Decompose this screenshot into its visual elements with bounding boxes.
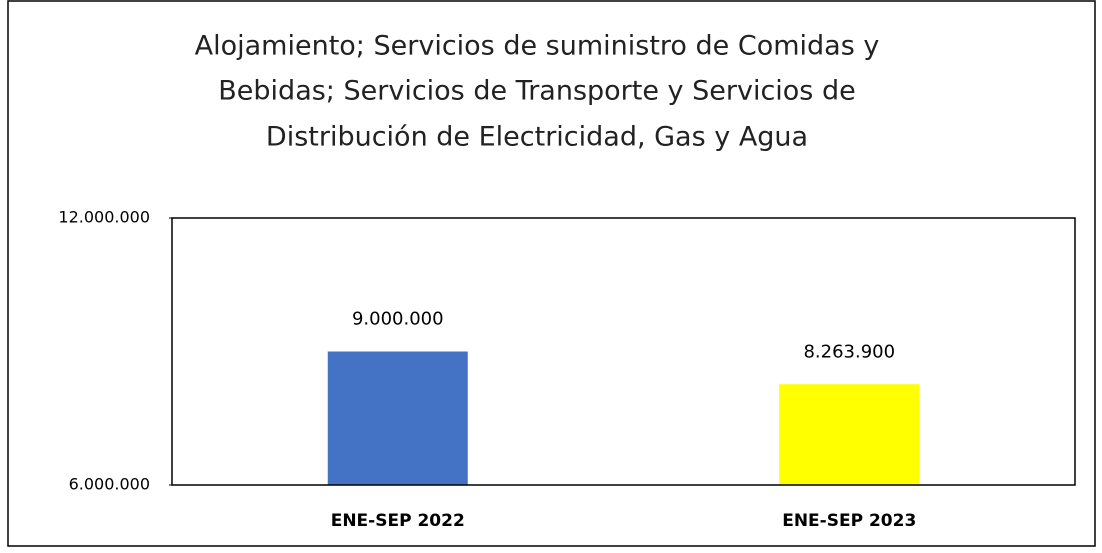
data-label: 9.000.000 — [352, 309, 444, 330]
bar — [779, 384, 920, 485]
x-tick-label: ENE-SEP 2023 — [782, 511, 916, 531]
data-label: 8.263.900 — [803, 341, 895, 362]
bar — [327, 351, 468, 485]
chart-title: Distribución de Electricidad, Gas y Agua — [266, 122, 808, 153]
chart-title: Alojamiento; Servicios de suministro de … — [195, 31, 880, 62]
y-tick-label: 12.000.000 — [58, 208, 150, 227]
y-tick-label: 6.000.000 — [69, 475, 150, 494]
x-tick-label: ENE-SEP 2022 — [331, 511, 465, 531]
chart-title: Bebidas; Servicios de Transporte y Servi… — [218, 76, 855, 107]
plot-frame — [171, 217, 1076, 486]
